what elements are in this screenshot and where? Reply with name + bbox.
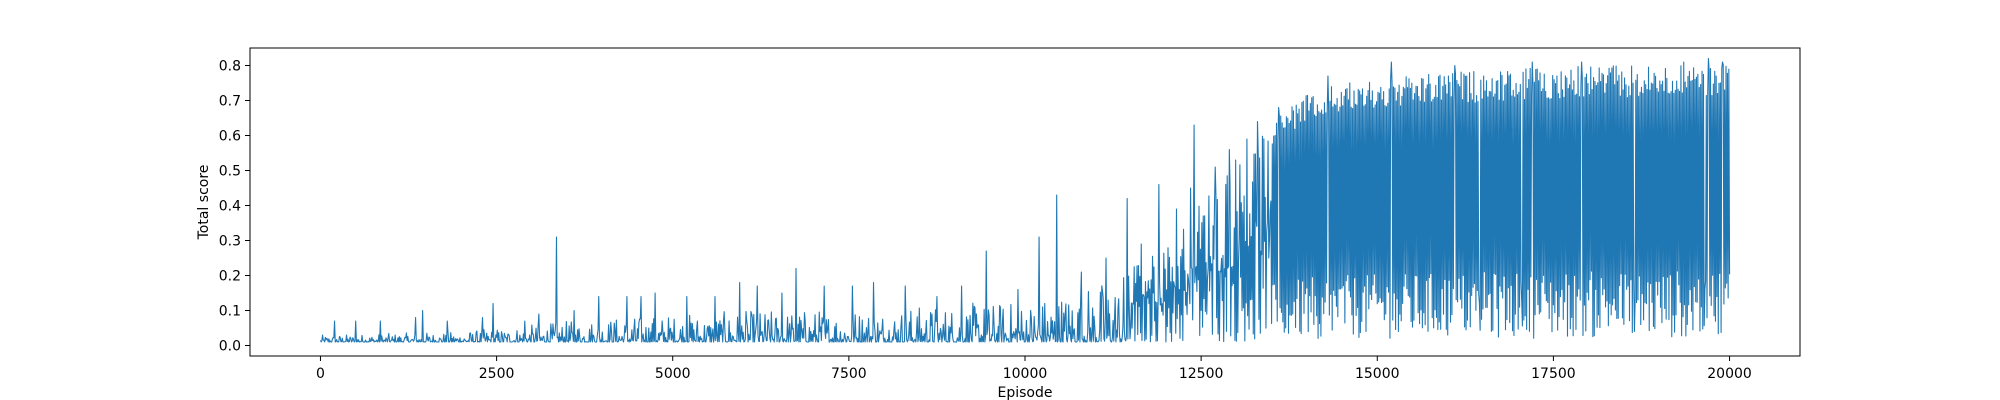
- y-tick-label: 0.5: [219, 164, 241, 180]
- y-tick-label: 0.6: [219, 129, 241, 145]
- x-tick-label: 20000: [1707, 366, 1752, 382]
- x-tick-label: 12500: [1179, 366, 1224, 382]
- y-axis: 0.0 0.1 0.2 0.3 0.4 0.5 0.6 0.7 0.8: [219, 59, 250, 355]
- y-tick-label: 0.0: [219, 339, 241, 355]
- y-tick-label: 0.2: [219, 269, 241, 285]
- x-tick-label: 17500: [1531, 366, 1576, 382]
- y-tick-label: 0.7: [219, 94, 241, 110]
- y-tick-label: 0.8: [219, 59, 241, 75]
- y-tick-label: 0.4: [219, 199, 241, 215]
- y-tick-label: 0.1: [219, 304, 241, 320]
- x-tick-label: 2500: [479, 366, 515, 382]
- x-tick-label: 7500: [831, 366, 867, 382]
- x-tick-label: 0: [316, 366, 325, 382]
- x-axis: 0 2500 5000 7500 10000 12500 15000 17500 20000: [316, 356, 1752, 382]
- x-tick-label: 5000: [655, 366, 691, 382]
- x-axis-label: Episode: [998, 385, 1053, 400]
- y-tick-label: 0.3: [219, 234, 241, 250]
- x-tick-label: 15000: [1355, 366, 1400, 382]
- x-tick-label: 10000: [1003, 366, 1048, 382]
- series-line-total-score: [319, 57, 1731, 343]
- plot-area: [319, 57, 1731, 343]
- y-axis-label: Total score: [196, 165, 212, 241]
